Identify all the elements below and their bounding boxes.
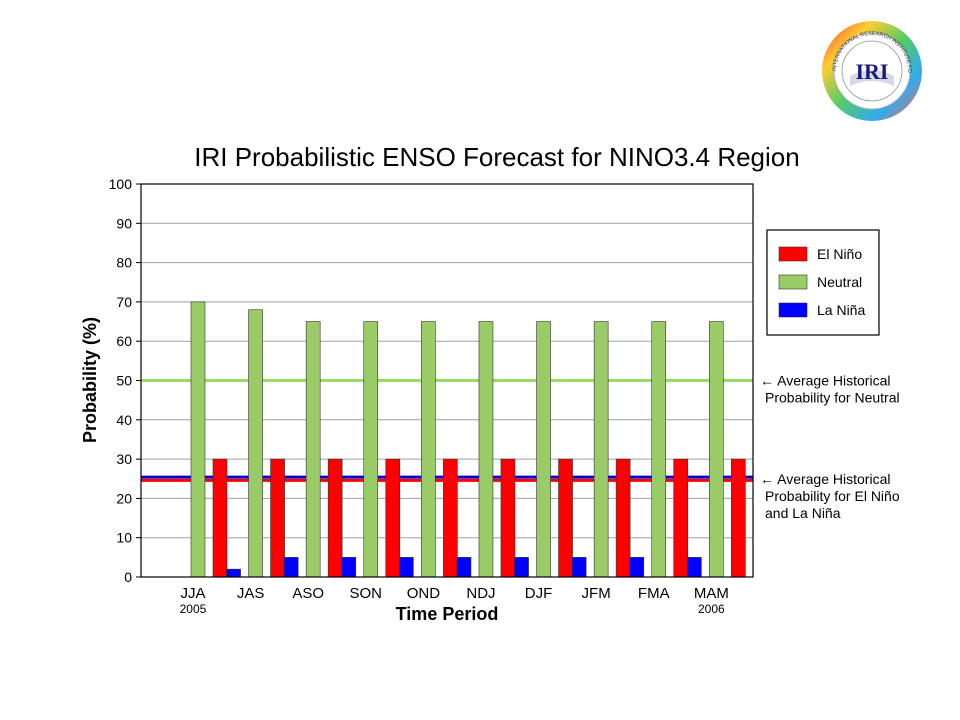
y-tick-label: 60 [116,333,132,349]
x-tick-label: FMA [638,585,670,602]
y-tick-label: 70 [116,294,132,310]
bar-elnio-ndj [500,458,516,578]
chart-title: IRI Probabilistic ENSO Forecast for NINO… [194,142,799,172]
y-tick-label: 30 [116,451,132,467]
x-tick-label: JJA [180,585,205,602]
y-axis-label: Probability (%) [80,317,100,443]
legend-label: Neutral [817,274,862,290]
y-tick-label: 10 [116,530,132,546]
bar-neutral-mam [709,321,724,578]
bar-elnio-djf [558,458,573,578]
logo-text: IRI [855,59,888,84]
year-label: 2006 [698,602,725,616]
x-tick-label: NDJ [466,585,495,602]
bar-elnio-jfm [615,458,631,578]
reference-line-label: Probability for Neutral [765,390,900,406]
legend: El Niño Neutral La Niña [766,229,880,336]
bar-neutral-jas [248,309,263,578]
y-tick-label: 80 [116,255,132,271]
bar-elnio-jas [270,458,285,578]
iri-logo: IRI INTERNATIONAL RESEARCH INSTITUTE FOR… [814,10,928,128]
bar-neutral-djf [536,321,551,578]
bar-lania-jfm [571,557,587,578]
bar-elnio-aso [327,458,343,578]
bar-neutral-son [363,321,379,578]
bar-lania-mam [687,557,702,578]
y-axis-ticks: 0 10 20 30 40 50 60 70 80 90 100 [109,176,141,585]
bar-elnio-son [385,458,401,578]
x-tick-label: SON [350,585,383,602]
bar-neutral-ndj [478,321,494,578]
bar-lania-son [341,557,357,578]
x-tick-label: MAM [694,585,729,602]
year-label: 2005 [180,602,207,616]
reference-line-label: and La Niña [765,505,841,521]
x-tick-label: JFM [582,585,611,602]
legend-label: La Niña [817,302,865,318]
bar-lania-jas [226,568,241,578]
bar-lania-aso [283,557,299,578]
x-axis-label: Time Period [396,604,499,624]
bar-lania-fma [629,557,645,578]
y-tick-label: 90 [116,215,132,231]
bar-elnio-mam [731,458,746,578]
y-tick-label: 40 [116,412,132,428]
bar-elnio-jja [212,458,228,578]
x-tick-label: DJF [525,585,553,602]
bar-neutral-aso [305,321,321,578]
reference-line-label: Probability for El Niño [765,488,900,504]
reference-line-label: ← Average Historical [760,373,890,389]
bar-neutral-jja [190,301,206,578]
bar-neutral-ond [421,321,436,578]
bar-neutral-jfm [593,321,609,578]
x-tick-label: JAS [237,585,265,602]
legend-label: El Niño [817,246,862,262]
bars [190,301,746,578]
bar-lania-djf [514,557,529,578]
bar-neutral-fma [651,321,667,578]
legend-swatch [778,246,808,262]
bar-elnio-ond [443,458,458,578]
legend-swatch [778,302,808,318]
x-tick-label: OND [407,585,441,602]
legend-swatch [778,274,808,290]
reference-line-label: ← Average Historical [760,471,890,487]
x-tick-label: ASO [292,585,324,602]
y-tick-label: 0 [124,569,132,585]
y-tick-label: 50 [116,373,132,389]
bar-elnio-fma [673,458,689,578]
bar-lania-ond [399,557,414,578]
bar-lania-ndj [456,557,472,578]
y-tick-label: 20 [116,490,132,506]
y-tick-label: 100 [109,176,133,192]
